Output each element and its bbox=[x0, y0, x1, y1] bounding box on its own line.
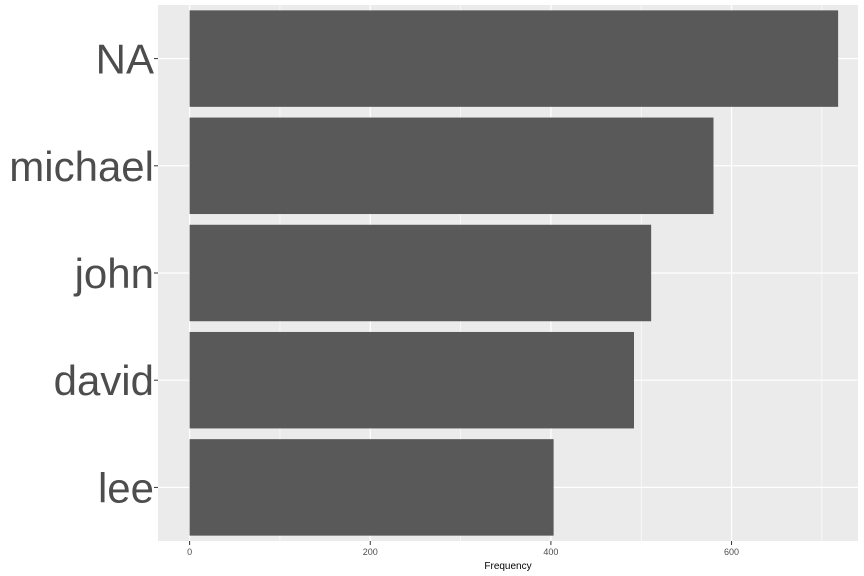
x-tick-label: 0 bbox=[187, 547, 192, 557]
x-tick-label: 400 bbox=[543, 547, 558, 557]
x-tick-label: 200 bbox=[363, 547, 378, 557]
bar-NA bbox=[189, 10, 839, 107]
x-tick-label: 600 bbox=[724, 547, 739, 557]
bars bbox=[189, 10, 839, 536]
x-axis: 0 200 400 600 bbox=[187, 541, 739, 557]
bar-michael bbox=[189, 117, 714, 215]
bar-david bbox=[189, 331, 634, 429]
y-tick-label-lee: lee bbox=[98, 464, 154, 511]
y-tick-label-NA: NA bbox=[96, 36, 154, 83]
y-tick-label-david: david bbox=[54, 357, 154, 404]
y-tick-label-john: john bbox=[73, 250, 154, 297]
y-axis: NA michael john david lee bbox=[9, 36, 158, 511]
y-tick-label-michael: michael bbox=[9, 143, 154, 190]
x-axis-title: Frequency bbox=[484, 561, 531, 572]
bar-john bbox=[189, 224, 652, 322]
bar-lee bbox=[189, 439, 554, 536]
